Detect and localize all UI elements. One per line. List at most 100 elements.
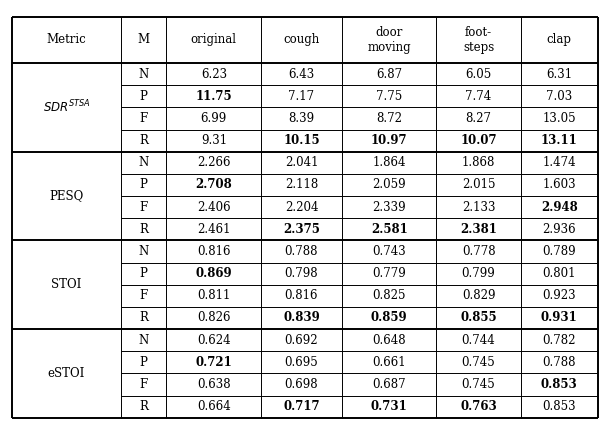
Text: 13.05: 13.05 — [542, 112, 576, 125]
Text: 6.23: 6.23 — [201, 68, 227, 81]
Text: F: F — [140, 378, 148, 391]
Text: 2.461: 2.461 — [197, 223, 231, 236]
Text: 2.375: 2.375 — [283, 223, 320, 236]
Text: 2.015: 2.015 — [462, 179, 495, 192]
Text: 7.74: 7.74 — [465, 90, 492, 103]
Text: 0.798: 0.798 — [285, 267, 318, 280]
Text: 6.43: 6.43 — [289, 68, 315, 81]
Text: 0.853: 0.853 — [542, 400, 576, 413]
Text: 0.782: 0.782 — [542, 334, 576, 346]
Text: 7.75: 7.75 — [376, 90, 402, 103]
Text: 2.339: 2.339 — [372, 200, 406, 214]
Text: 2.406: 2.406 — [197, 200, 231, 214]
Text: 0.811: 0.811 — [197, 289, 231, 302]
Text: 9.31: 9.31 — [201, 134, 227, 147]
Text: clap: clap — [547, 33, 572, 46]
Text: N: N — [138, 68, 149, 81]
Text: 0.853: 0.853 — [541, 378, 578, 391]
Text: 0.698: 0.698 — [285, 378, 318, 391]
Text: door
moving: door moving — [367, 26, 411, 54]
Text: 1.474: 1.474 — [542, 156, 576, 169]
Text: 2.581: 2.581 — [371, 223, 407, 236]
Text: R: R — [139, 223, 148, 236]
Text: 2.204: 2.204 — [285, 200, 318, 214]
Text: R: R — [139, 311, 148, 325]
Text: 0.692: 0.692 — [285, 334, 318, 346]
Text: 0.923: 0.923 — [542, 289, 576, 302]
Text: 2.381: 2.381 — [460, 223, 497, 236]
Text: P: P — [140, 267, 148, 280]
Text: 0.826: 0.826 — [197, 311, 231, 325]
Text: 0.731: 0.731 — [371, 400, 407, 413]
Text: 0.788: 0.788 — [542, 356, 576, 369]
Text: 2.059: 2.059 — [372, 179, 406, 192]
Text: 0.779: 0.779 — [372, 267, 406, 280]
Text: 0.687: 0.687 — [372, 378, 406, 391]
Text: P: P — [140, 90, 148, 103]
Text: 6.99: 6.99 — [201, 112, 227, 125]
Text: P: P — [140, 356, 148, 369]
Text: 0.743: 0.743 — [372, 245, 406, 258]
Text: 0.816: 0.816 — [197, 245, 231, 258]
Text: 2.936: 2.936 — [542, 223, 576, 236]
Text: 0.789: 0.789 — [542, 245, 576, 258]
Text: F: F — [140, 289, 148, 302]
Text: cough: cough — [284, 33, 320, 46]
Text: 10.15: 10.15 — [283, 134, 320, 147]
Text: 0.717: 0.717 — [283, 400, 320, 413]
Text: 2.041: 2.041 — [285, 156, 318, 169]
Text: R: R — [139, 134, 148, 147]
Text: 8.72: 8.72 — [376, 112, 402, 125]
Text: 2.118: 2.118 — [285, 179, 318, 192]
Text: 8.27: 8.27 — [465, 112, 492, 125]
Text: 0.664: 0.664 — [197, 400, 231, 413]
Text: 7.17: 7.17 — [289, 90, 315, 103]
Text: F: F — [140, 200, 148, 214]
Text: 0.744: 0.744 — [462, 334, 495, 346]
Text: 11.75: 11.75 — [196, 90, 232, 103]
Text: N: N — [138, 156, 149, 169]
Text: 0.839: 0.839 — [283, 311, 320, 325]
Text: 0.661: 0.661 — [372, 356, 406, 369]
Text: 0.695: 0.695 — [285, 356, 318, 369]
Text: $SDR^{STSA}$: $SDR^{STSA}$ — [43, 99, 91, 116]
Text: STOI: STOI — [51, 278, 82, 291]
Text: 0.816: 0.816 — [285, 289, 318, 302]
Text: 0.855: 0.855 — [461, 311, 497, 325]
Text: N: N — [138, 245, 149, 258]
Text: 1.868: 1.868 — [462, 156, 495, 169]
Text: Metric: Metric — [47, 33, 87, 46]
Text: 0.745: 0.745 — [462, 378, 495, 391]
Text: 0.745: 0.745 — [462, 356, 495, 369]
Text: PESQ: PESQ — [49, 189, 84, 203]
Text: 13.11: 13.11 — [541, 134, 578, 147]
Text: 0.788: 0.788 — [285, 245, 318, 258]
Text: 0.801: 0.801 — [542, 267, 576, 280]
Text: R: R — [139, 400, 148, 413]
Text: 2.266: 2.266 — [197, 156, 231, 169]
Text: 1.864: 1.864 — [373, 156, 406, 169]
Text: 0.624: 0.624 — [197, 334, 231, 346]
Text: 2.948: 2.948 — [541, 200, 578, 214]
Text: 0.829: 0.829 — [462, 289, 495, 302]
Text: eSTOI: eSTOI — [48, 367, 85, 380]
Text: 0.931: 0.931 — [541, 311, 578, 325]
Text: 0.869: 0.869 — [196, 267, 232, 280]
Text: 2.133: 2.133 — [462, 200, 495, 214]
Text: 1.603: 1.603 — [542, 179, 576, 192]
Text: 0.638: 0.638 — [197, 378, 231, 391]
Text: 6.87: 6.87 — [376, 68, 402, 81]
Text: foot-
steps: foot- steps — [463, 26, 494, 54]
Text: F: F — [140, 112, 148, 125]
Text: 0.648: 0.648 — [372, 334, 406, 346]
Text: 2.708: 2.708 — [195, 179, 232, 192]
Text: 10.97: 10.97 — [371, 134, 407, 147]
Text: 6.05: 6.05 — [465, 68, 492, 81]
Text: 0.799: 0.799 — [462, 267, 495, 280]
Text: 6.31: 6.31 — [546, 68, 572, 81]
Text: P: P — [140, 179, 148, 192]
Text: original: original — [191, 33, 237, 46]
Text: 0.859: 0.859 — [371, 311, 407, 325]
Text: N: N — [138, 334, 149, 346]
Text: 0.721: 0.721 — [195, 356, 232, 369]
